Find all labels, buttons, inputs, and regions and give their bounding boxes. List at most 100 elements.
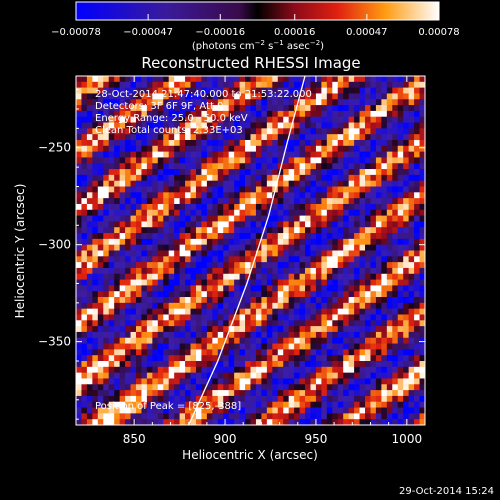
heatmap-cell: [419, 209, 425, 216]
heatmap-cell: [359, 99, 366, 106]
heatmap-cell: [141, 151, 148, 158]
heatmap-cell: [168, 378, 175, 385]
heatmap-cell: [212, 238, 219, 246]
heatmap-cell: [359, 221, 366, 228]
heatmap-cell: [255, 93, 262, 100]
heatmap-cell: [354, 326, 360, 333]
heatmap-cell: [141, 349, 148, 356]
heatmap-cell: [250, 99, 257, 106]
heatmap-cell: [223, 99, 230, 106]
heatmap-cell: [261, 308, 268, 315]
heatmap-cell: [141, 372, 148, 379]
heatmap-cell: [201, 401, 208, 408]
heatmap-cell: [375, 262, 382, 269]
heatmap-cell: [157, 169, 164, 176]
heatmap-cell: [310, 105, 317, 112]
heatmap-cell: [76, 297, 82, 304]
heatmap-cell: [179, 378, 186, 385]
heatmap-cell: [414, 384, 420, 391]
heatmap-cell: [294, 169, 300, 176]
heatmap-cell: [315, 105, 322, 112]
heatmap-cell: [119, 99, 126, 106]
heatmap-cell: [315, 198, 322, 205]
heatmap-cell: [206, 99, 213, 106]
heatmap-cell: [234, 169, 240, 176]
heatmap-cell: [125, 128, 131, 135]
heatmap-cell: [245, 262, 251, 269]
heatmap-cell: [408, 308, 415, 315]
heatmap-cell: [337, 331, 344, 339]
heatmap-cell: [326, 291, 333, 298]
heatmap-cell: [419, 395, 425, 403]
heatmap-cell: [103, 87, 110, 94]
heatmap-cell: [315, 192, 322, 199]
heatmap-cell: [190, 128, 197, 135]
heatmap-cell: [245, 203, 251, 211]
heatmap-cell: [163, 390, 170, 397]
heatmap-cell: [277, 244, 284, 251]
heatmap-cell: [185, 279, 191, 286]
heatmap-cell: [397, 407, 404, 414]
heatmap-cell: [130, 413, 137, 420]
heatmap-cell: [168, 238, 175, 246]
heatmap-cell: [419, 297, 425, 304]
heatmap-cell: [299, 419, 306, 425]
heatmap-cell: [359, 227, 366, 234]
heatmap-cell: [283, 105, 290, 112]
heatmap-cell: [310, 401, 317, 408]
heatmap-cell: [212, 256, 219, 263]
heatmap-cell: [125, 419, 131, 425]
heatmap-cell: [343, 122, 350, 129]
heatmap-cell: [76, 267, 82, 275]
heatmap-cell: [348, 105, 355, 112]
heatmap-cell: [277, 174, 284, 182]
heatmap-cell: [195, 343, 202, 350]
heatmap-cell: [86, 297, 93, 304]
heatmap-cell: [365, 221, 371, 228]
heatmap-cell: [130, 209, 137, 216]
heatmap-cell: [103, 419, 110, 425]
heatmap-cell: [343, 174, 350, 182]
heatmap-cell: [288, 116, 295, 123]
heatmap-cell: [201, 180, 208, 187]
heatmap-cell: [299, 76, 306, 83]
heatmap-cell: [157, 407, 164, 414]
heatmap-cell: [348, 273, 355, 280]
heatmap-cell: [81, 407, 88, 414]
heatmap-cell: [152, 302, 159, 310]
heatmap-cell: [266, 145, 273, 153]
heatmap-cell: [272, 407, 279, 414]
heatmap-cell: [163, 378, 170, 385]
heatmap-cell: [195, 139, 202, 147]
heatmap-cell: [108, 302, 115, 310]
heatmap-cell: [354, 174, 360, 182]
heatmap-cell: [250, 331, 257, 339]
heatmap-cell: [397, 390, 404, 397]
heatmap-cell: [277, 343, 284, 350]
heatmap-cell: [223, 267, 230, 275]
heatmap-cell: [359, 366, 366, 374]
heatmap-cell: [157, 93, 164, 100]
heatmap-cell: [174, 308, 181, 315]
heatmap-cell: [97, 407, 104, 414]
heatmap-cell: [397, 372, 404, 379]
heatmap-cell: [103, 169, 110, 176]
heatmap-cell: [326, 203, 333, 211]
heatmap-cell: [114, 76, 121, 83]
heatmap-cell: [332, 169, 339, 176]
heatmap-cell: [130, 320, 137, 327]
heatmap-cell: [365, 157, 371, 164]
heatmap-cell: [277, 326, 284, 333]
heatmap-cell: [190, 291, 197, 298]
heatmap-cell: [310, 238, 317, 246]
heatmap-cell: [332, 238, 339, 246]
heatmap-cell: [321, 384, 328, 391]
heatmap-cell: [206, 192, 213, 199]
heatmap-cell: [283, 384, 290, 391]
heatmap-cell: [408, 262, 415, 269]
heatmap-cell: [152, 273, 159, 280]
heatmap-cell: [114, 355, 121, 362]
heatmap-cell: [130, 337, 137, 344]
heatmap-cell: [195, 215, 202, 222]
heatmap-cell: [277, 302, 284, 310]
